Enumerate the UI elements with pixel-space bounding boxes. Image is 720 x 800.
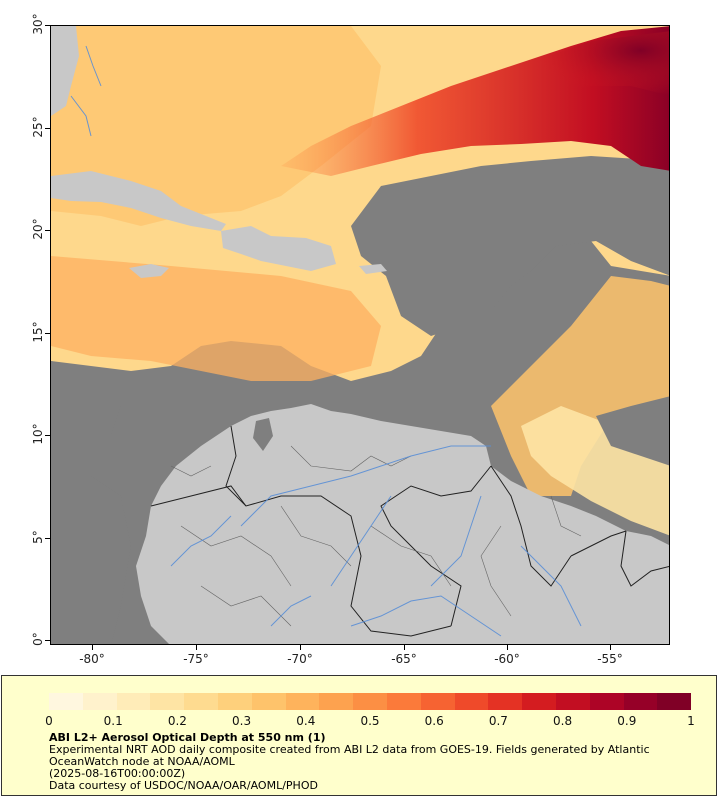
state-borders [170, 445, 582, 627]
longitude-tick-label: -60° [494, 652, 520, 666]
colorbar-tick-label: 1 [687, 714, 695, 728]
longitude-tick-mark [300, 645, 301, 650]
colorbar-segment [657, 693, 692, 710]
country-borders [150, 425, 669, 637]
nodata-west-south [51, 466, 131, 644]
colorbar-segment [420, 693, 455, 710]
land-cuba [51, 171, 226, 231]
colorbar-segment [623, 693, 658, 710]
land-puerto-rico [359, 264, 387, 274]
colorbar-segment [217, 693, 252, 710]
nodata-west [51, 361, 121, 466]
colorbar-segment [353, 693, 387, 710]
longitude-tick-mark [610, 645, 611, 650]
colorbar-segment [522, 693, 556, 710]
colorbar-tick-label: 0.8 [553, 714, 573, 728]
colorbar-segment [555, 693, 590, 710]
map-canvas [51, 26, 669, 644]
colorbar-tick-label: 0.7 [488, 714, 508, 728]
latitude-tick-label: 30° [31, 13, 45, 35]
colorbar-segment [488, 693, 523, 710]
land-hispaniola [221, 226, 336, 271]
colorbar-segment [319, 693, 354, 710]
colorbar-segment [49, 693, 83, 710]
colorbar-segment [184, 693, 218, 710]
latitude-tick-mark [45, 230, 50, 231]
colorbar-segment [116, 693, 151, 710]
land-florida [51, 26, 79, 116]
latitude-tick-label: 25° [31, 115, 45, 138]
latitude-tick-mark [45, 127, 50, 129]
legend-credit: Data courtesy of USDOC/NOAA/OAR/AOML/PHO… [49, 779, 318, 792]
longitude-tick-label: -55° [597, 652, 623, 666]
colorbar-tick-label: 0.9 [617, 714, 637, 728]
longitude-tick-mark [196, 645, 197, 650]
land-jamaica [129, 264, 169, 278]
latitude-tick-label: 0° [31, 632, 45, 646]
dust-plume-core [521, 31, 669, 96]
colorbar-tick-label: 0.6 [424, 714, 444, 728]
latitude-tick-label: 5° [31, 529, 45, 544]
rivers [70, 45, 582, 637]
colorbar-segment [285, 693, 320, 710]
aerosol-field-caribbean [51, 256, 381, 381]
nodata-atlantic [351, 156, 669, 336]
latitude-tick-label: 10° [31, 423, 45, 445]
colorbar-segment [150, 693, 185, 710]
colorbar-tick-label: 0.4 [296, 714, 316, 728]
latitude-tick-mark [45, 640, 50, 641]
colorbar-tick-label: 0.5 [360, 714, 380, 728]
legend-date: (2025-08-16T00:00:00Z) [49, 767, 186, 780]
longitude-tick-label: -70° [287, 652, 313, 666]
nodata-east-patch [596, 396, 669, 466]
colorbar-segment [454, 693, 489, 710]
colorbar-segment [386, 693, 421, 710]
latitude-tick-mark [45, 332, 50, 334]
land-lake-maracaibo [253, 418, 273, 451]
longitude-tick-mark [92, 645, 93, 650]
colorbar-segment [82, 693, 117, 710]
longitude-tick-label: -80° [79, 652, 105, 666]
legend-description: Experimental NRT AOD daily composite cre… [49, 743, 650, 768]
legend-text: ABI L2+ Aerosol Optical Depth at 550 nm … [49, 732, 709, 792]
latitude-tick-mark [45, 435, 50, 436]
latitude-tick-label: 20° [31, 218, 45, 240]
legend-panel: 0 0.1 0.2 0.3 0.4 0.5 0.6 0.7 0.8 0.9 1 ABI L2+ Ae… [1, 675, 717, 796]
longitude-tick-mark [507, 645, 508, 650]
latitude-tick-mark [45, 537, 50, 539]
longitude-tick-label: -65° [391, 652, 417, 666]
colorbar [49, 693, 692, 710]
aerosol-field-east-light [521, 406, 669, 536]
longitude-tick-label: -75° [183, 652, 209, 666]
colorbar-tick-label: 0.1 [103, 714, 123, 728]
latitude-tick-mark [45, 25, 50, 26]
colorbar-segment [251, 693, 286, 710]
land-south-america [136, 404, 669, 644]
longitude-tick-mark [404, 645, 405, 650]
colorbar-segment [589, 693, 624, 710]
latitude-tick-label: 15° [31, 320, 45, 343]
colorbar-tick-label: 0.3 [232, 714, 252, 728]
legend-title: ABI L2+ Aerosol Optical Depth at 550 nm … [49, 731, 326, 744]
aod-map [50, 25, 670, 645]
colorbar-tick-label: 0 [45, 714, 53, 728]
colorbar-tick-label: 0.2 [167, 714, 187, 728]
aerosol-field-mid [51, 26, 381, 226]
